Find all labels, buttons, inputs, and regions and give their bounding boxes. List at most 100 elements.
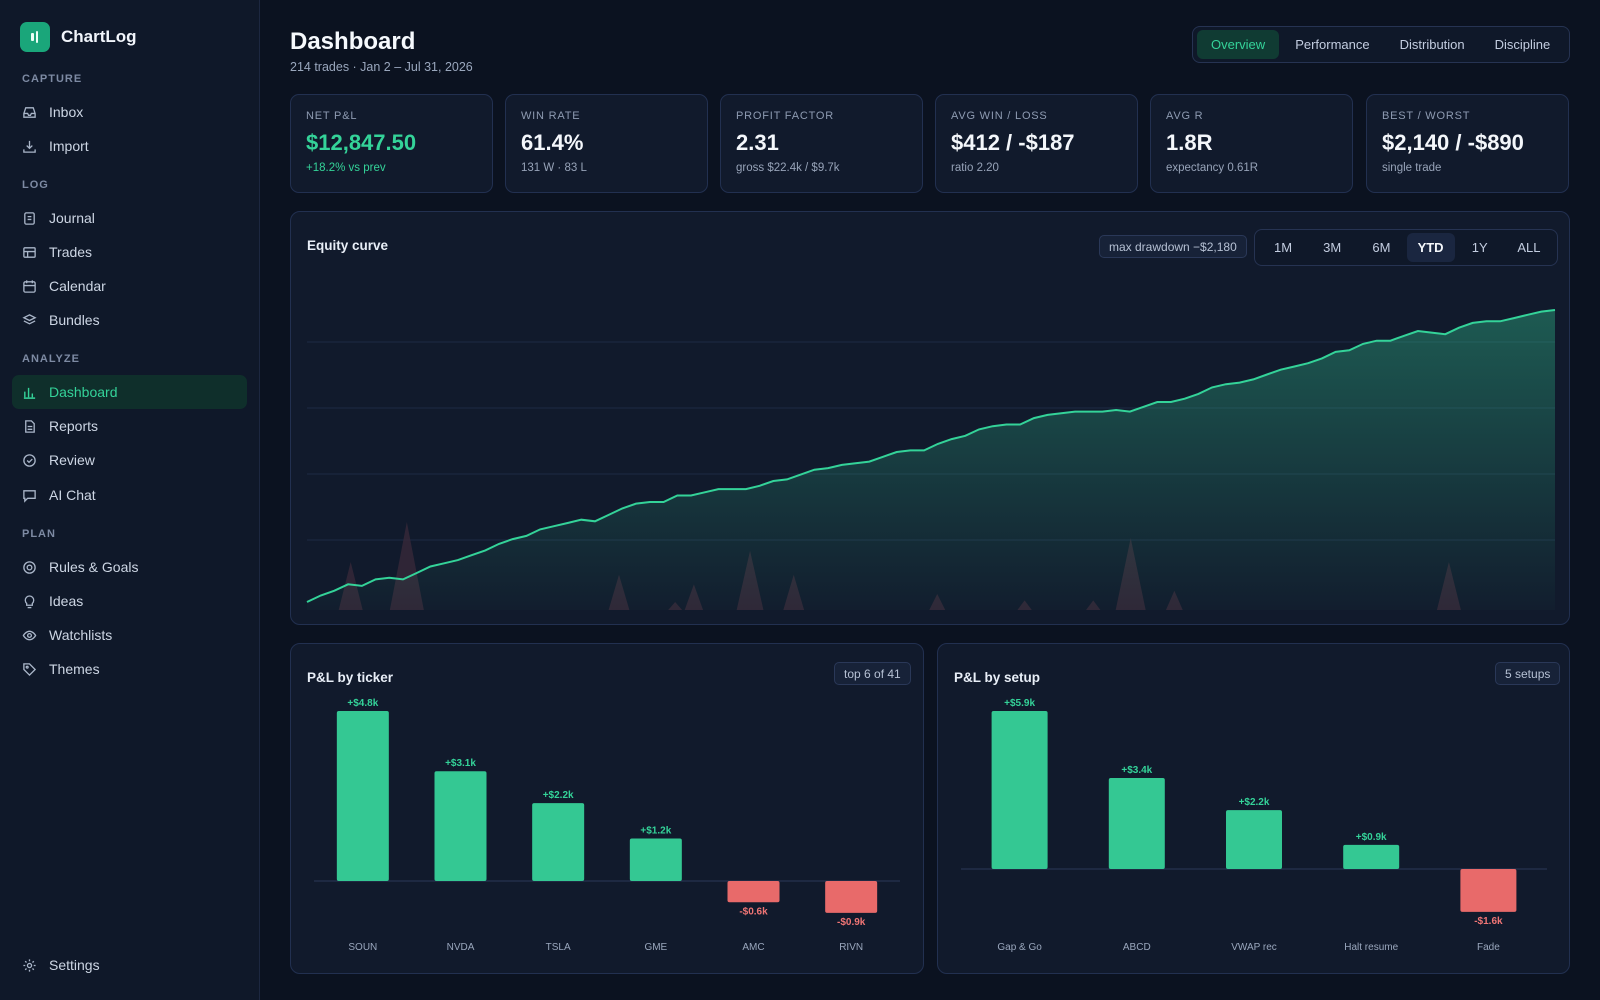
- ticker-count-chip: top 6 of 41: [834, 662, 911, 685]
- bar[interactable]: [629, 838, 682, 882]
- bar-value-label: -$1.6k: [1474, 916, 1503, 927]
- sidebar-item-bundles[interactable]: Bundles: [12, 303, 247, 337]
- sidebar-item-ai-chat[interactable]: AI Chat: [12, 478, 247, 512]
- kpi-value: 1.8R: [1166, 130, 1213, 155]
- sidebar-item-label: Journal: [49, 210, 95, 226]
- bar-chart-icon: [23, 387, 36, 399]
- sidebar-item-reports[interactable]: Reports: [12, 409, 247, 443]
- bar-value-label: -$0.6k: [739, 906, 768, 917]
- sidebar-item-inbox[interactable]: Inbox: [12, 95, 247, 129]
- sidebar-item-label: Calendar: [49, 278, 106, 294]
- bar[interactable]: [727, 881, 780, 903]
- panel-title: P&L by setup: [954, 670, 1041, 685]
- section-log: LOG: [22, 179, 49, 191]
- sidebar-item-label: Rules & Goals: [49, 559, 139, 575]
- sidebar-item-label: Review: [49, 452, 95, 468]
- bar-value-label: +$1.2k: [640, 826, 671, 837]
- category-label: ABCD: [1123, 942, 1151, 953]
- bar-value-label: +$5.9k: [1004, 698, 1035, 709]
- tab-performance[interactable]: Performance: [1295, 37, 1370, 52]
- ticker-bar-chart: +$4.8k SOUN +$3.1k NVDA +$2.2k TSLA +$1.2k GME -…: [314, 698, 900, 953]
- category-label: AMC: [742, 942, 764, 953]
- kpi-value: 2.31: [736, 130, 779, 155]
- tab-distribution[interactable]: Distribution: [1399, 37, 1465, 52]
- eye-icon: [22, 630, 37, 640]
- bar-value-label: +$3.1k: [445, 758, 476, 769]
- section-analyze: ANALYZE: [22, 353, 80, 365]
- target-icon: [23, 560, 36, 574]
- bar-value-label: +$2.2k: [543, 790, 574, 801]
- bar[interactable]: [991, 711, 1048, 869]
- range-1m[interactable]: 1M: [1273, 240, 1293, 255]
- sidebar-item-dashboard[interactable]: Dashboard: [12, 375, 247, 409]
- document-icon: [25, 419, 35, 433]
- kpi-card-best-worst: BEST / WORST $2,140 / -$890 single trade: [1366, 94, 1569, 193]
- page-title: Dashboard: [290, 28, 416, 55]
- bar[interactable]: [1108, 777, 1165, 869]
- sidebar-item-review[interactable]: Review: [12, 443, 247, 477]
- kpi-label: AVG R: [1166, 110, 1204, 122]
- sidebar-item-rules-goals[interactable]: Rules & Goals: [12, 550, 247, 584]
- tab-discipline[interactable]: Discipline: [1494, 37, 1551, 52]
- range-all[interactable]: ALL: [1517, 240, 1541, 255]
- bar[interactable]: [1343, 844, 1400, 869]
- bar[interactable]: [1460, 869, 1517, 912]
- category-label: NVDA: [447, 942, 475, 953]
- sidebar-item-ideas[interactable]: Ideas: [12, 584, 247, 618]
- kpi-card-net-pnl: NET P&L $12,847.50 +18.2% vs prev: [290, 94, 493, 193]
- tag-icon: [23, 662, 37, 676]
- panel-title: Equity curve: [307, 238, 389, 253]
- category-label: TSLA: [546, 942, 571, 953]
- bar[interactable]: [1226, 810, 1282, 869]
- lightbulb-icon: [24, 594, 35, 608]
- sidebar-item-settings[interactable]: Settings: [12, 948, 247, 982]
- sidebar-item-import[interactable]: Import: [12, 129, 247, 163]
- sidebar: ChartLog CAPTURE Inbox Import LOG Journa…: [0, 0, 260, 1000]
- inbox-icon: [23, 106, 36, 118]
- sidebar-item-watchlists[interactable]: Watchlists: [12, 618, 247, 652]
- check-circle-icon: [23, 453, 36, 467]
- kpi-value: 61.4%: [521, 130, 584, 155]
- bar[interactable]: [336, 711, 389, 881]
- sidebar-item-label: Themes: [49, 661, 100, 677]
- kpi-sub: expectancy 0.61R: [1166, 162, 1259, 174]
- sidebar-item-calendar[interactable]: Calendar: [12, 269, 247, 303]
- range-1y[interactable]: 1Y: [1471, 240, 1488, 255]
- tab-overview[interactable]: Overview: [1197, 30, 1280, 59]
- view-tabs: Overview Performance Distribution Discip…: [1192, 26, 1570, 63]
- sidebar-item-journal[interactable]: Journal: [12, 201, 247, 235]
- kpi-sub: +18.2% vs prev: [306, 162, 386, 174]
- kpi-value: $2,140 / -$890: [1382, 130, 1524, 155]
- bar[interactable]: [825, 881, 878, 913]
- sidebar-item-themes[interactable]: Themes: [12, 652, 247, 686]
- bar[interactable]: [532, 803, 585, 881]
- kpi-value: $412 / -$187: [951, 130, 1075, 155]
- range-ytd[interactable]: YTD: [1406, 233, 1455, 262]
- category-label: VWAP rec: [1231, 942, 1277, 953]
- calendar-icon: [23, 279, 36, 293]
- bar-value-label: +$4.8k: [347, 698, 378, 709]
- range-6m[interactable]: 6M: [1372, 240, 1391, 255]
- kpi-card-avg-win-loss: AVG WIN / LOSS $412 / -$187 ratio 2.20: [935, 94, 1138, 193]
- sidebar-item-trades[interactable]: Trades: [12, 235, 247, 269]
- logo-icon: [20, 22, 50, 52]
- brand[interactable]: ChartLog: [20, 22, 137, 52]
- category-label: SOUN: [348, 942, 377, 953]
- category-label: Fade: [1477, 942, 1500, 953]
- sidebar-item-label: Trades: [49, 244, 93, 260]
- section-plan: PLAN: [22, 528, 56, 540]
- sidebar-item-label: Ideas: [49, 593, 84, 609]
- bar[interactable]: [434, 771, 487, 881]
- chat-icon: [23, 489, 36, 503]
- panel-title: P&L by ticker: [307, 670, 394, 685]
- section-capture: CAPTURE: [22, 73, 83, 85]
- page-subtitle: 214 trades · Jan 2 – Jul 31, 2026: [290, 60, 473, 74]
- range-3m[interactable]: 3M: [1323, 240, 1342, 255]
- layers-icon: [22, 313, 37, 325]
- category-label: Gap & Go: [997, 942, 1042, 953]
- category-label: Halt resume: [1344, 942, 1398, 953]
- bar-value-label: +$3.4k: [1121, 765, 1152, 776]
- kpi-label: PROFIT FACTOR: [736, 110, 835, 122]
- sidebar-item-label: Inbox: [49, 104, 84, 120]
- app-name: ChartLog: [61, 27, 137, 46]
